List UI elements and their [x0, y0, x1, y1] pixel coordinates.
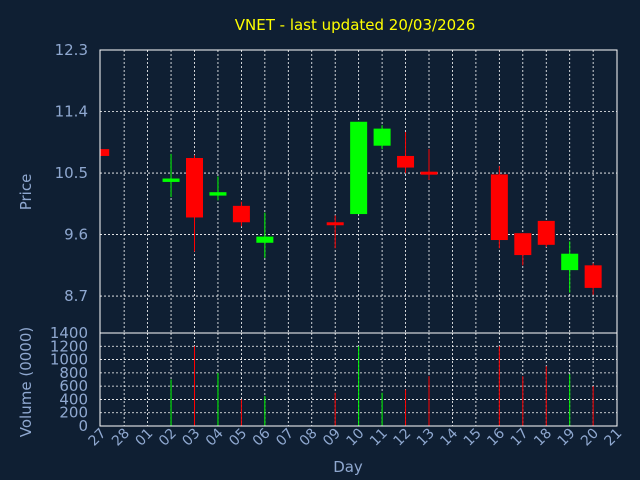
day-tick-label: 19 — [555, 426, 579, 450]
day-tick-label: 07 — [273, 426, 297, 450]
price-axis-ticks: 12.3 11.4 10.5 9.6 8.7 — [55, 41, 88, 305]
day-tick-label: 02 — [156, 426, 180, 450]
day-axis-label: Day — [333, 458, 363, 476]
candle-body — [162, 178, 180, 182]
volume-tick-label: 1200 — [50, 337, 88, 355]
day-tick-label: 10 — [344, 426, 368, 450]
candle-body — [232, 205, 250, 223]
candle-body — [420, 171, 438, 175]
candle-body — [256, 236, 274, 243]
day-tick-label: 21 — [602, 426, 626, 450]
price-tick-label: 8.7 — [64, 287, 88, 305]
day-tick-label: 05 — [226, 426, 250, 450]
day-tick-label: 09 — [320, 426, 344, 450]
volume-tick-label: 1000 — [50, 351, 88, 369]
day-tick-label: 27 — [86, 426, 110, 450]
candle-body — [326, 222, 344, 226]
candle-body — [561, 253, 579, 271]
chart-title: VNET - last updated 20/03/2026 — [235, 16, 476, 34]
price-tick-label: 12.3 — [55, 41, 88, 59]
day-tick-label: 03 — [179, 426, 203, 450]
day-tick-label: 04 — [203, 425, 227, 449]
day-tick-label: 28 — [109, 426, 133, 450]
volume-tick-label: 600 — [59, 377, 88, 395]
price-tick-label: 9.6 — [64, 226, 88, 244]
volume-tick-label: 400 — [59, 390, 88, 408]
volume-axis-label: Volume (0000) — [17, 327, 35, 437]
volume-tick-label: 0 — [78, 417, 88, 435]
volume-bars — [170, 346, 594, 426]
candle-body — [514, 233, 532, 256]
candle-body — [397, 155, 415, 168]
day-tick-label: 06 — [250, 425, 274, 449]
candle-body — [209, 192, 227, 196]
day-tick-label: 17 — [508, 426, 532, 450]
candle-body — [537, 220, 555, 245]
candle-body — [373, 128, 391, 146]
candle-body — [350, 121, 368, 215]
day-tick-label: 08 — [297, 426, 321, 450]
volume-tick-label: 800 — [59, 364, 88, 382]
day-tick-label: 14 — [437, 425, 461, 449]
price-tick-label: 11.4 — [55, 103, 88, 121]
candle-body — [186, 158, 203, 218]
candle-body — [490, 174, 508, 241]
day-axis-ticks: 27 28 01 02 03 04 05 06 07 08 09 10 11 12 13 14 15 16 17 18… — [86, 425, 626, 449]
day-tick-label: 12 — [390, 426, 414, 450]
price-axis-label: Price — [17, 174, 35, 211]
day-tick-label: 11 — [367, 426, 391, 450]
day-tick-label: 16 — [484, 425, 508, 449]
price-tick-label: 10.5 — [55, 164, 88, 182]
day-tick-label: 13 — [414, 426, 438, 450]
day-tick-label: 18 — [531, 426, 555, 450]
volume-tick-label: 200 — [59, 404, 88, 422]
volume-tick-label: 1400 — [50, 324, 88, 342]
day-tick-label: 01 — [133, 426, 157, 450]
volume-panel-frame — [99, 332, 618, 427]
price-candles — [100, 121, 602, 295]
candle-body — [584, 265, 602, 288]
day-tick-label: 20 — [578, 426, 602, 450]
candle-body — [100, 149, 110, 156]
day-tick-label: 15 — [461, 426, 485, 450]
